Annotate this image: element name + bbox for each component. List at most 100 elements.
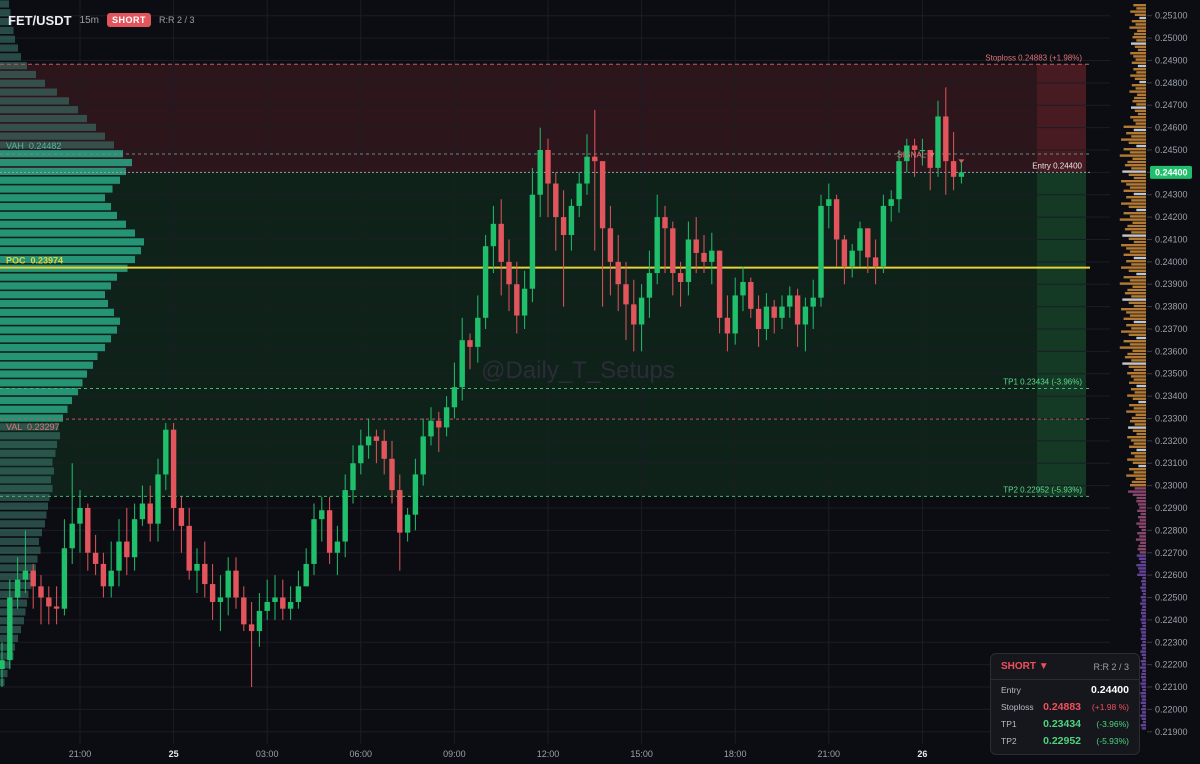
row-pct: (-5.93%) <box>1096 736 1129 746</box>
profile-bar <box>0 299 108 308</box>
price-axis[interactable]: 0.25100 0.25000 0.24900 0.24800 0.24700 0.246… <box>1147 11 1188 737</box>
profile-bar <box>0 26 14 35</box>
right-profile-bar <box>1129 250 1146 253</box>
right-profile-bar <box>1132 493 1146 496</box>
right-profile-bar <box>1130 439 1146 442</box>
right-profile-bar <box>1134 487 1146 490</box>
candle-body <box>771 306 777 318</box>
right-profile-bar <box>1142 605 1146 608</box>
stoploss-zone-edge <box>1037 64 1086 173</box>
profile-bar <box>0 167 126 175</box>
candle-body <box>241 597 247 625</box>
right-profile-bar <box>1136 522 1146 525</box>
candle <box>365 418 372 459</box>
candle <box>475 295 481 363</box>
symbol-label[interactable]: FET/USDT <box>8 12 72 28</box>
candle-body <box>615 261 621 285</box>
right-profile-bar <box>1133 4 1146 7</box>
right-profile-bar <box>1141 647 1146 650</box>
candle <box>178 496 185 553</box>
candle <box>631 279 637 352</box>
candle <box>358 429 364 475</box>
right-profile-bar <box>1132 285 1146 288</box>
candle <box>638 284 645 352</box>
right-profile-bar <box>1121 330 1146 333</box>
candle-body <box>202 563 208 585</box>
candle <box>779 295 785 329</box>
right-profile-bar <box>1130 52 1146 55</box>
candle <box>350 445 356 504</box>
right-profile-bar <box>1129 404 1146 407</box>
candle <box>677 261 684 307</box>
current-price-text: 0.24400 <box>1155 167 1188 177</box>
right-profile-bar <box>1126 183 1146 186</box>
stoploss-label: Stoploss 0.24883 (+1.98%) <box>985 53 1082 62</box>
candle-body <box>724 317 731 334</box>
right-profile-bar <box>1135 58 1146 61</box>
right-profile-bar <box>1136 103 1146 106</box>
profile-bar <box>0 537 39 546</box>
profile-bar <box>0 62 27 70</box>
profile-bar <box>0 194 105 202</box>
right-profile-bar <box>1141 672 1146 676</box>
candle <box>958 161 965 184</box>
candle <box>38 575 44 625</box>
candle-body <box>545 149 551 184</box>
candle <box>740 266 746 312</box>
candle-body <box>498 223 504 262</box>
time-axis[interactable]: 21:00 25 03:00 06:00 09:00 12:00 15:00 18:00 21:… <box>69 749 928 759</box>
candle-body <box>256 610 263 632</box>
price-tick-label: 0.24600 <box>1155 123 1188 133</box>
right-profile-bar <box>1131 199 1146 202</box>
candle-body <box>22 570 29 580</box>
candle <box>709 232 715 285</box>
candle <box>225 557 231 616</box>
trade-zones <box>0 64 1086 497</box>
right-profile-bar <box>1140 628 1146 631</box>
candle-body <box>482 246 489 318</box>
right-profile-bar <box>1133 192 1146 196</box>
timeframe-label[interactable]: 15m <box>79 14 100 26</box>
candle <box>241 586 247 632</box>
right-profile-bar <box>1133 128 1146 132</box>
candle <box>950 132 957 191</box>
right-profile-bar <box>1133 320 1146 324</box>
right-profile-bar <box>1133 471 1146 474</box>
profile-bar <box>0 502 48 510</box>
candle <box>748 277 754 318</box>
right-profile-bar <box>1137 64 1146 68</box>
profile-bar <box>0 158 132 167</box>
right-profile-bar <box>1141 698 1146 701</box>
right-profile-bar <box>1140 618 1146 621</box>
time-tick-label: 18:00 <box>724 749 747 759</box>
price-tick-label: 0.25100 <box>1155 11 1188 21</box>
candle-body <box>170 429 177 508</box>
right-profile-bar <box>1134 45 1146 48</box>
profile-bar <box>0 555 38 563</box>
row-value: 0.23434 <box>1043 718 1082 730</box>
right-profile-bar <box>1127 394 1146 397</box>
candle-body <box>459 340 465 388</box>
right-profile-bar <box>1133 442 1146 445</box>
tp2-label: TP2 0.22952 (-5.93%) <box>1003 485 1082 494</box>
candle-body <box>334 541 341 553</box>
target-zone <box>0 172 1086 497</box>
profile-bar <box>0 511 47 519</box>
right-profile-bar <box>1134 13 1146 16</box>
candle-body <box>389 458 395 491</box>
candle <box>443 396 450 437</box>
right-profile-bar <box>1126 196 1146 199</box>
right-profile-bar <box>1140 637 1146 640</box>
candle-body <box>467 340 473 347</box>
right-profile-bar <box>1140 701 1146 704</box>
profile-bar <box>0 432 60 440</box>
right-profile-bar <box>1142 688 1146 692</box>
candle <box>514 261 520 334</box>
right-profile-bar <box>1131 416 1146 420</box>
profile-bar <box>0 493 50 501</box>
candle-body <box>732 295 738 334</box>
candle-body <box>709 250 715 262</box>
candle-body <box>553 183 559 218</box>
profile-bar <box>0 652 14 660</box>
